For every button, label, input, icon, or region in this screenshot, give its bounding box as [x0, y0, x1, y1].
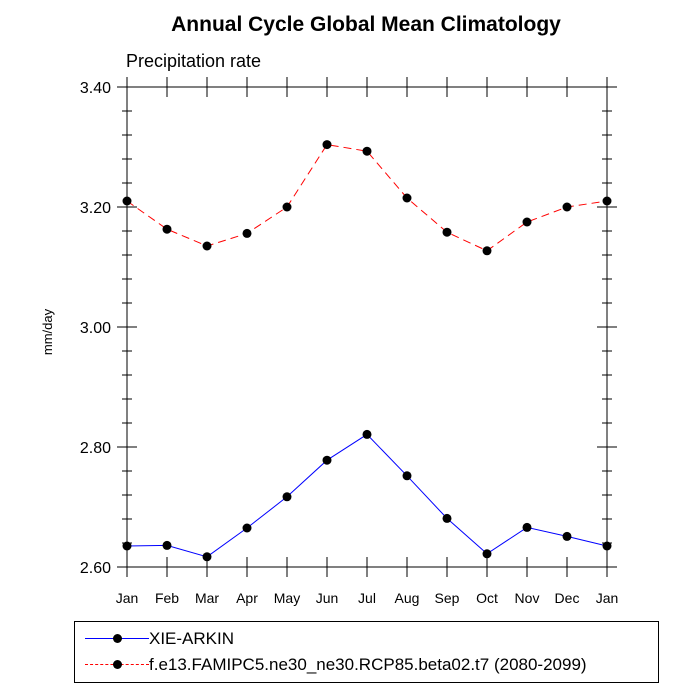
x-tick-label: Aug — [395, 590, 420, 606]
data-point — [242, 228, 252, 238]
data-point — [442, 513, 452, 523]
legend-label-model-run: f.e13.FAMIPC5.ne30_ne30.RCP85.beta02.t7 … — [149, 655, 587, 674]
chart-title: Annual Cycle Global Mean Climatology — [171, 13, 561, 36]
data-point — [402, 193, 412, 203]
x-tick-label: Dec — [555, 590, 580, 606]
data-point — [122, 196, 132, 206]
series-model-run — [122, 140, 612, 256]
data-point — [242, 523, 252, 533]
x-tick-label: May — [274, 590, 300, 606]
legend-marker-model-run — [113, 660, 122, 669]
data-point — [282, 492, 292, 502]
data-point — [482, 549, 492, 559]
data-point — [322, 140, 332, 150]
y-tick-label: 3.40 — [80, 80, 111, 97]
chart-subtitle: Precipitation rate — [126, 51, 261, 71]
x-tick-label: Jan — [116, 590, 139, 606]
axes: 2.60 2.80 3.00 3.20 3.40 Jan Feb Mar Apr May Jun Ju… — [80, 77, 618, 606]
y-axis-label: mm/day — [40, 308, 55, 355]
legend-label-xie-arkin: XIE-ARKIN — [149, 629, 235, 648]
data-point — [202, 241, 212, 251]
plot-area-frame — [126, 86, 608, 568]
data-point — [162, 540, 172, 550]
series-xie-arkin — [122, 429, 612, 562]
x-tick-label: Jun — [316, 590, 339, 606]
data-point — [562, 531, 572, 541]
y-tick-label: 3.00 — [80, 320, 111, 337]
data-point — [322, 455, 332, 465]
legend-item-model-run: f.e13.FAMIPC5.ne30_ne30.RCP85.beta02.t7 … — [75, 652, 658, 678]
x-tick-label: Feb — [155, 590, 179, 606]
x-tick-label: Oct — [476, 590, 498, 606]
data-point — [442, 227, 452, 237]
x-tick-label: Jan — [596, 590, 619, 606]
x-tick-label: Jul — [358, 590, 376, 606]
y-tick-label: 2.60 — [80, 560, 111, 577]
x-tick-label: Sep — [435, 590, 460, 606]
data-point — [602, 196, 612, 206]
data-point — [282, 202, 292, 212]
data-point — [522, 522, 532, 532]
series-line — [126, 144, 608, 252]
legend: XIE-ARKIN f.e13.FAMIPC5.ne30_ne30.RCP85.… — [74, 621, 659, 683]
x-tick-label: Mar — [195, 590, 219, 606]
data-point — [362, 146, 372, 156]
data-point — [162, 224, 172, 234]
y-tick-label: 2.80 — [80, 440, 111, 457]
legend-marker-xie-arkin — [113, 634, 122, 643]
data-point — [482, 246, 492, 256]
x-tick-label: Apr — [236, 590, 258, 606]
x-tick-label: Nov — [515, 590, 540, 606]
series-layer — [122, 140, 612, 562]
data-point — [522, 217, 532, 227]
data-point — [402, 471, 412, 481]
y-tick-label: 3.20 — [80, 200, 111, 217]
data-point — [122, 541, 132, 551]
data-point — [362, 429, 372, 439]
legend-item-xie-arkin: XIE-ARKIN — [75, 626, 658, 652]
series-line — [126, 433, 608, 558]
data-point — [202, 552, 212, 562]
data-point — [562, 202, 572, 212]
data-point — [602, 541, 612, 551]
